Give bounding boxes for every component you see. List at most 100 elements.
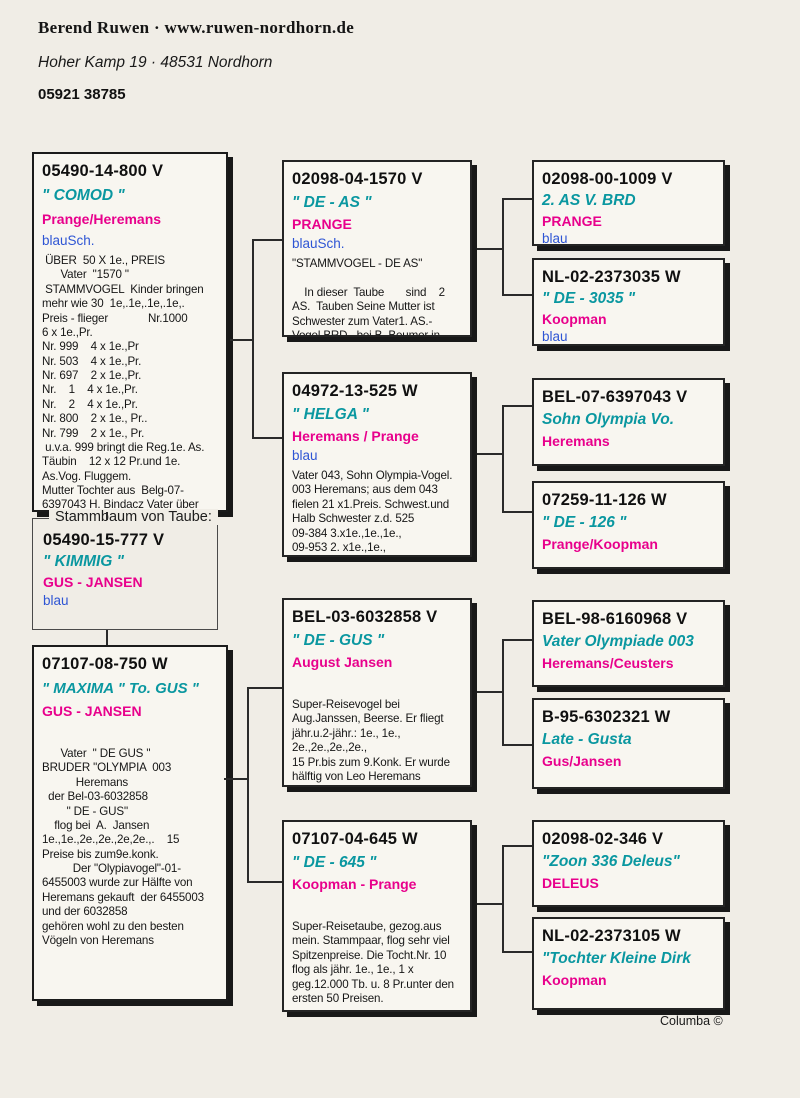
bird-name: "Tochter Kleine Dirk xyxy=(542,950,691,967)
color-line: blau xyxy=(292,448,318,463)
connector-line xyxy=(247,687,282,689)
breeder-name: Koopman xyxy=(542,972,607,988)
connector-line xyxy=(252,239,282,241)
color-line: blau xyxy=(542,329,568,344)
breeder-name: Koopman xyxy=(542,311,607,327)
box-body: Vater " DE GUS " BRUDER "OLYMPIA 003 Her… xyxy=(42,747,204,947)
connector-line xyxy=(502,294,532,296)
connector-line xyxy=(247,881,282,883)
pedigree-box-ggp-2: NL-02-2373035 W " DE - 3035 " Koopman bl… xyxy=(532,258,725,346)
connector-line xyxy=(247,687,249,883)
connector-line xyxy=(502,845,504,953)
connector-line xyxy=(224,778,249,780)
connector-line xyxy=(502,639,532,641)
bird-name: " DE - 126 " xyxy=(542,514,627,531)
connector-line xyxy=(230,339,254,341)
bird-name: Vater Olympiade 003 xyxy=(542,633,694,650)
ring-number: B-95-6302321 W xyxy=(542,708,671,726)
ring-number: 07107-08-750 W xyxy=(42,655,168,673)
ring-number: BEL-98-6160968 V xyxy=(542,610,688,628)
box-body: Super-Reisetaube, gezog.aus mein. Stammp… xyxy=(292,920,454,1005)
letterhead-phone: 05921 38785 xyxy=(38,86,126,103)
pedigree-box-granddam-2: 07107-04-645 W " DE - 645 " Koopman - Pr… xyxy=(282,820,472,1012)
breeder-name: Gus/Jansen xyxy=(542,753,622,769)
breeder-name: Koopman - Prange xyxy=(292,876,417,892)
ring-number: 07259-11-126 W xyxy=(542,491,667,509)
breeder-name: Prange/Koopman xyxy=(542,536,658,552)
box-body: ÜBER 50 X 1e., PREIS Vater "1570 " STAMM… xyxy=(42,254,205,512)
connector-line xyxy=(502,845,532,847)
bird-name: Sohn Olympia Vo. xyxy=(542,411,675,428)
color-line: blau xyxy=(542,231,568,246)
connector-line xyxy=(502,744,532,746)
box-body: Super-Reisevogel bei Aug.Janssen, Beerse… xyxy=(292,698,450,783)
ring-number: BEL-07-6397043 V xyxy=(542,388,688,406)
connector-line xyxy=(477,691,504,693)
box-body: "STAMMVOGEL - DE AS" In dieser Taube sin… xyxy=(292,257,445,337)
pedigree-box-subject: Stammbaum von Taube: 05490-15-777 V " KI… xyxy=(32,509,218,630)
breeder-name: Heremans/Ceusters xyxy=(542,655,674,671)
breeder-name: Heremans / Prange xyxy=(292,428,419,444)
pedigree-credit: Columba © xyxy=(660,1014,723,1028)
bird-name: "Zoon 336 Deleus" xyxy=(542,853,680,870)
pedigree-box-grandsire-2: BEL-03-6032858 V " DE - GUS " August Jan… xyxy=(282,598,472,787)
pedigree-box-ggp-7: 02098-02-346 V "Zoon 336 Deleus" DELEUS xyxy=(532,820,725,907)
connector-line xyxy=(502,639,504,746)
connector-line xyxy=(477,248,504,250)
breeder-name: GUS - JANSEN xyxy=(43,574,143,590)
ring-number: BEL-03-6032858 V xyxy=(292,608,438,626)
ring-number: NL-02-2373035 W xyxy=(542,268,681,286)
bird-name: " HELGA " xyxy=(292,406,369,423)
connector-line xyxy=(106,512,108,520)
connector-line xyxy=(502,405,532,407)
connector-line xyxy=(502,405,504,513)
bird-name: " DE - AS " xyxy=(292,194,372,211)
breeder-name: DELEUS xyxy=(542,875,599,891)
connector-line xyxy=(477,453,504,455)
bird-name: Late - Gusta xyxy=(542,731,632,748)
bird-name: " DE - GUS " xyxy=(292,632,385,649)
connector-line xyxy=(252,239,254,439)
ring-number: 02098-02-346 V xyxy=(542,830,664,848)
ring-number: 05490-15-777 V xyxy=(43,531,165,549)
ring-number: 04972-13-525 W xyxy=(292,382,418,400)
connector-line xyxy=(477,903,504,905)
breeder-name: GUS - JANSEN xyxy=(42,703,142,719)
ring-number: 02098-04-1570 V xyxy=(292,170,423,188)
bird-name: " DE - 645 " xyxy=(292,854,377,871)
bird-name: " KIMMIG " xyxy=(43,553,124,570)
breeder-name: August Jansen xyxy=(292,654,393,670)
color-line: blau xyxy=(43,593,69,608)
ring-number: 02098-00-1009 V xyxy=(542,170,673,188)
color-line: blauSch. xyxy=(292,236,345,251)
pedigree-box-ggp-3: BEL-07-6397043 V Sohn Olympia Vo. Herema… xyxy=(532,378,725,466)
breeder-name: Prange/Heremans xyxy=(42,211,162,227)
color-line: blauSch. xyxy=(42,233,95,248)
ring-number: 05490-14-800 V xyxy=(42,162,164,180)
pedigree-box-ggp-8: NL-02-2373105 W "Tochter Kleine Dirk Koo… xyxy=(532,917,725,1010)
bird-name: 2. AS V. BRD xyxy=(542,192,636,209)
bird-name: " COMOD " xyxy=(42,187,125,204)
letterhead-address: Hoher Kamp 19 · 48531 Nordhorn xyxy=(38,54,273,71)
connector-line xyxy=(502,198,504,296)
box-body: Vater 043, Sohn Olympia-Vogel. 003 Herem… xyxy=(292,469,453,554)
letterhead-name-url: Berend Ruwen · www.ruwen-nordhorn.de xyxy=(38,18,355,37)
pedigree-box-father: 05490-14-800 V " COMOD " Prange/Heremans… xyxy=(32,152,228,512)
breeder-name: Heremans xyxy=(542,433,610,449)
pedigree-box-mother: 07107-08-750 W " MAXIMA " To. GUS " GUS … xyxy=(32,645,228,1001)
connector-line xyxy=(252,437,282,439)
pedigree-title: Stammbaum von Taube: xyxy=(49,509,218,525)
pedigree-box-ggp-5: BEL-98-6160968 V Vater Olympiade 003 Her… xyxy=(532,600,725,687)
breeder-name: PRANGE xyxy=(292,216,352,232)
connector-line xyxy=(502,951,532,953)
bird-name: " MAXIMA " To. GUS " xyxy=(42,680,199,697)
connector-line xyxy=(502,198,532,200)
bird-name: " DE - 3035 " xyxy=(542,290,636,307)
pedigree-box-granddam-1: 04972-13-525 W " HELGA " Heremans / Pran… xyxy=(282,372,472,557)
connector-line xyxy=(106,630,108,645)
ring-number: 07107-04-645 W xyxy=(292,830,418,848)
ring-number: NL-02-2373105 W xyxy=(542,927,681,945)
connector-line xyxy=(502,511,532,513)
breeder-name: PRANGE xyxy=(542,213,602,229)
